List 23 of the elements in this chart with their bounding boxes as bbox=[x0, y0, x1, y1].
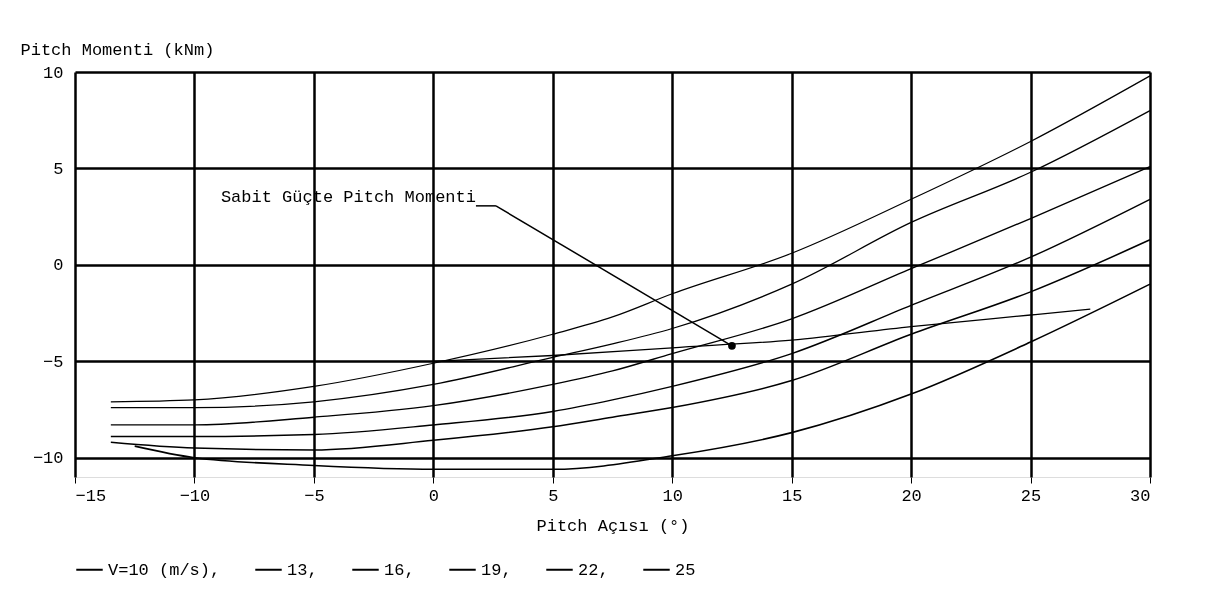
legend-label: 22, bbox=[578, 560, 609, 580]
legend-label: 16, bbox=[384, 560, 415, 580]
x-tick-label: 15 bbox=[781, 486, 803, 506]
x-axis-title: Pitch Açısı (°) bbox=[536, 516, 690, 536]
legend-label: V=10 (m/s), bbox=[108, 560, 221, 580]
x-tick-label: 25 bbox=[1020, 486, 1042, 506]
x-tick-label: 5 bbox=[548, 486, 559, 506]
x-tick-label: −10 bbox=[179, 486, 211, 506]
y-tick-label: −10 bbox=[32, 449, 64, 469]
x-tick-label: −5 bbox=[304, 486, 325, 506]
legend-label: 19, bbox=[481, 560, 512, 580]
legend-label: 25 bbox=[675, 560, 696, 580]
x-tick-label: 30 bbox=[1130, 486, 1151, 506]
x-tick-label: 20 bbox=[901, 486, 922, 506]
y-axis-title: Pitch Momenti (kNm) bbox=[20, 40, 215, 60]
y-tick-label: 0 bbox=[53, 256, 64, 276]
x-tick-label: 10 bbox=[662, 486, 683, 506]
y-tick-label: −5 bbox=[43, 352, 64, 372]
y-tick-label: 10 bbox=[43, 63, 64, 83]
x-tick-label: 0 bbox=[428, 486, 439, 506]
legend-label: 13, bbox=[287, 560, 318, 580]
y-tick-label: 5 bbox=[53, 159, 64, 179]
x-tick-label: −15 bbox=[75, 486, 107, 506]
